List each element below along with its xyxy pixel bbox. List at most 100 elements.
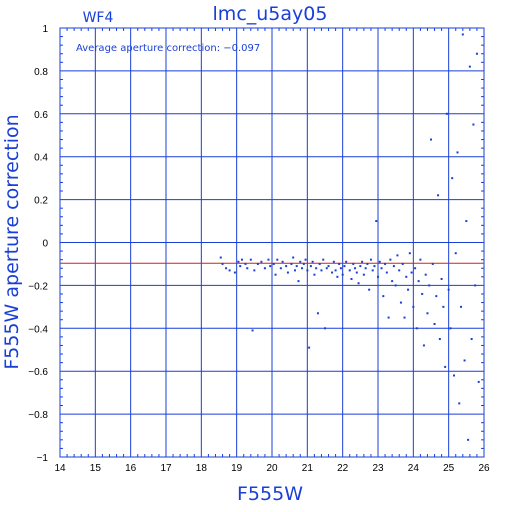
data-point: [251, 329, 254, 332]
chart-title: lmc_u5ay05: [213, 3, 328, 25]
data-point: [362, 273, 365, 276]
panel-label: WF4: [83, 10, 114, 26]
data-point: [468, 65, 471, 68]
data-point: [260, 260, 263, 263]
data-point: [371, 269, 374, 272]
data-point: [408, 252, 411, 255]
data-point: [233, 271, 236, 274]
data-point: [348, 269, 351, 272]
data-point: [407, 288, 410, 291]
data-point: [384, 262, 387, 265]
x-tick-label: 14: [54, 463, 66, 474]
average-annotation: Average aperture correction: −0.097: [76, 43, 260, 54]
data-point: [422, 344, 425, 347]
data-point: [309, 265, 312, 268]
data-point: [334, 269, 337, 272]
data-point: [472, 123, 475, 126]
y-tick-label: 0.4: [34, 153, 48, 164]
data-point: [445, 112, 448, 115]
data-point: [475, 52, 478, 55]
data-point: [313, 273, 316, 276]
data-points: [219, 33, 480, 441]
data-point: [324, 327, 326, 330]
data-point: [320, 269, 323, 272]
data-point: [442, 305, 445, 308]
data-point: [364, 267, 367, 270]
data-point: [415, 327, 418, 330]
x-tick-label: 21: [302, 463, 314, 474]
y-tick-label: −0.6: [28, 367, 48, 378]
data-point: [394, 284, 397, 287]
data-point: [279, 267, 282, 270]
data-point: [302, 262, 305, 265]
grid: [60, 28, 484, 457]
data-point: [240, 258, 243, 261]
data-point: [339, 267, 342, 270]
data-point: [311, 260, 314, 263]
data-point: [426, 312, 429, 315]
data-point: [451, 177, 454, 180]
data-point: [444, 365, 447, 368]
data-point: [219, 256, 222, 259]
data-point: [228, 269, 231, 272]
data-point: [368, 288, 371, 291]
data-point: [293, 269, 296, 272]
data-point: [382, 295, 385, 298]
data-point: [391, 280, 394, 283]
data-point: [401, 262, 404, 265]
data-point: [301, 267, 304, 270]
data-point: [375, 220, 378, 223]
x-tick-label: 20: [266, 463, 278, 474]
data-point: [366, 262, 369, 265]
x-tick-label: 23: [372, 463, 384, 474]
x-tick-label: 18: [196, 463, 208, 474]
data-point: [276, 258, 279, 261]
y-tick-label: −0.4: [28, 324, 48, 335]
data-point: [398, 269, 401, 272]
data-point: [331, 271, 334, 274]
data-point: [392, 265, 395, 268]
data-point: [389, 258, 392, 261]
y-axis-label: F555W aperture correction: [1, 114, 23, 369]
data-point: [253, 269, 256, 272]
data-point: [477, 380, 480, 383]
data-point: [281, 260, 284, 263]
data-point: [447, 288, 450, 291]
data-point: [378, 260, 381, 263]
data-point: [239, 265, 242, 268]
data-point: [308, 346, 311, 349]
data-point: [417, 280, 420, 283]
data-point: [396, 254, 399, 257]
data-point: [465, 220, 468, 223]
data-point: [359, 265, 362, 268]
x-axis-label: F555W: [237, 483, 303, 505]
data-point: [272, 262, 275, 265]
data-point: [292, 256, 295, 259]
data-point: [244, 262, 247, 265]
data-point: [431, 262, 434, 265]
data-point: [385, 271, 388, 274]
data-point: [343, 265, 346, 268]
data-point: [304, 258, 307, 261]
x-tick-label: 15: [90, 463, 102, 474]
data-point: [414, 267, 417, 270]
data-point: [467, 438, 470, 441]
data-point: [332, 260, 335, 263]
data-point: [267, 258, 270, 261]
data-point: [410, 271, 413, 274]
data-point: [299, 260, 302, 263]
data-point: [440, 277, 443, 280]
data-point: [256, 262, 259, 265]
data-point: [460, 305, 463, 308]
y-tick-label: −1: [37, 453, 49, 464]
data-point: [263, 267, 266, 270]
data-point: [246, 267, 249, 270]
data-point: [286, 271, 289, 274]
y-tick-label: 0: [42, 239, 48, 250]
y-tick-label: −0.8: [28, 410, 48, 421]
x-tick-label: 19: [231, 463, 243, 474]
data-point: [352, 262, 355, 265]
data-point: [316, 312, 319, 315]
data-point: [237, 260, 240, 263]
